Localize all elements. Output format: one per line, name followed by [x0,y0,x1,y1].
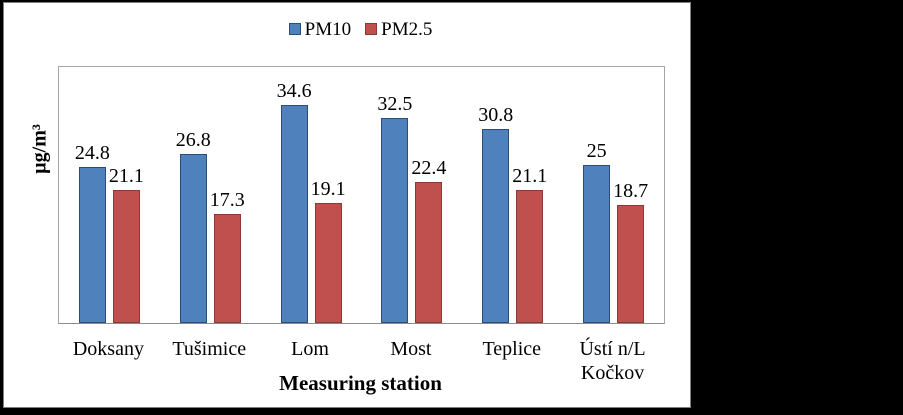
bar-pm10 [78,166,106,323]
bar-pm10 [583,165,611,323]
data-label: 17.3 [209,188,245,211]
legend-item: PM10 [288,18,352,40]
x-axis-label: Tušimice [172,338,247,360]
bar-pm25 [415,181,443,323]
bar-group: 34.6 19.1 [261,67,362,323]
bar-pm25 [314,202,342,323]
legend-label: PM2.5 [381,18,433,40]
chart-legend: PM10 PM2.5 [58,17,663,41]
data-label: 18.7 [613,180,649,203]
bar-pm10 [482,128,510,323]
x-axis-title: Measuring station [279,371,442,395]
bar-pm10 [280,104,308,323]
data-label: 30.8 [478,103,514,126]
chart-frame: PM10 PM2.5 µg/m³ 24.8 21.1 26.8 17.3 34.6 19.1… [3,2,691,408]
bar-pm25 [617,205,645,323]
bar-group: 30.8 21.1 [462,67,563,323]
data-label: 25 [586,140,607,163]
data-label: 21.1 [108,164,144,187]
data-label: 24.8 [74,141,110,164]
y-axis-title: µg/m³ [28,124,51,174]
legend-label: PM10 [304,18,352,40]
bar-pm10 [381,118,409,323]
legend-item: PM2.5 [365,20,432,39]
x-axis-label: Most [390,338,432,360]
bar-pm25 [516,189,544,323]
data-label: 26.8 [175,129,211,152]
bar-pm10 [179,154,207,323]
legend-swatch-icon [288,23,301,35]
x-axis-labels: Doksany Tušimice Lom Most Teplice Ústí n/L Ko… [58,337,663,385]
data-label: 32.5 [377,93,413,116]
plot-area: 24.8 21.1 26.8 17.3 34.6 19.1 32.5 22.4 30.8 21.1… [58,66,665,324]
x-axis-label: Teplice [482,338,542,360]
bar-group: 24.8 21.1 [59,67,160,323]
bar-pm25 [213,213,241,323]
data-label: 34.6 [276,79,312,102]
bar-group: 26.8 17.3 [160,67,261,323]
legend-swatch-icon [365,23,378,35]
x-axis-label: Ústí n/L Kočkov [579,338,646,384]
data-label: 21.1 [512,164,548,187]
data-label: 19.1 [310,177,346,200]
x-axis-label: Lom [291,338,329,360]
bar-group: 25 18.7 [563,67,664,323]
bar-group: 32.5 22.4 [362,67,463,323]
data-label: 22.4 [411,156,447,179]
bar-pm25 [112,189,140,323]
x-axis-label: Doksany [72,338,144,360]
